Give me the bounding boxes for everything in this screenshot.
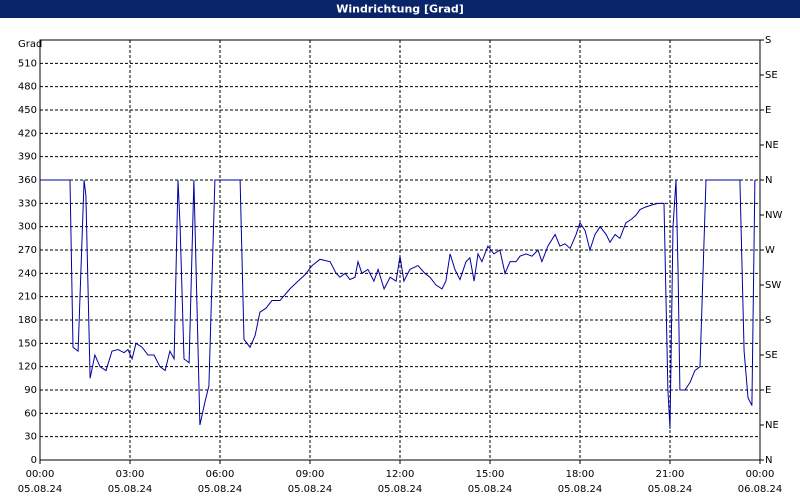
y-tick-label: 0: [31, 455, 37, 466]
y2-tick-label: NW: [765, 210, 782, 221]
x-tick-label: 00:00: [26, 469, 55, 480]
x-tick-label: 00:00: [746, 469, 775, 480]
x-tick-label: 09:00: [296, 469, 325, 480]
y-tick-label: 480: [18, 82, 37, 93]
chart-title: Windrichtung [Grad]: [336, 3, 464, 16]
y-tick-label: 120: [18, 362, 37, 373]
x-tick-label: 21:00: [656, 469, 685, 480]
y-tick-label: 240: [18, 268, 37, 279]
x-tick-label: 15:00: [476, 469, 505, 480]
y-axis-label: Grad: [18, 39, 42, 50]
y-tick-label: 450: [18, 105, 37, 116]
x-tick-date: 06.08.24: [738, 484, 783, 495]
y-tick-label: 390: [18, 152, 37, 163]
x-tick-date: 05.08.24: [198, 484, 243, 495]
x-tick-label: 12:00: [386, 469, 415, 480]
y-tick-label: 300: [18, 222, 37, 233]
y-tick-label: 210: [18, 292, 37, 303]
y-tick-label: 360: [18, 175, 37, 186]
y-tick-label: 420: [18, 128, 37, 139]
y-tick-label: 150: [18, 338, 37, 349]
y-tick-label: 270: [18, 245, 37, 256]
y-tick-label: 330: [18, 198, 37, 209]
y2-tick-label: S: [765, 35, 771, 46]
y-tick-label: 90: [24, 385, 37, 396]
y-tick-label: 30: [24, 432, 37, 443]
y2-tick-label: SW: [765, 280, 781, 291]
y2-tick-label: W: [765, 245, 775, 256]
y2-tick-label: N: [765, 455, 772, 466]
y2-tick-label: NE: [765, 420, 779, 431]
x-tick-date: 05.08.24: [558, 484, 603, 495]
y2-tick-label: SE: [765, 350, 778, 361]
y2-tick-label: S: [765, 315, 771, 326]
y2-tick-label: E: [765, 385, 771, 396]
x-tick-date: 05.08.24: [18, 484, 63, 495]
y2-tick-label: SE: [765, 70, 778, 81]
y-tick-label: 60: [24, 408, 37, 419]
title-bar: [0, 0, 800, 18]
x-tick-date: 05.08.24: [648, 484, 693, 495]
x-tick-label: 18:00: [566, 469, 595, 480]
x-tick-date: 05.08.24: [378, 484, 423, 495]
x-tick-label: 03:00: [116, 469, 145, 480]
x-tick-date: 05.08.24: [468, 484, 513, 495]
y2-tick-label: NE: [765, 140, 779, 151]
x-tick-label: 06:00: [206, 469, 235, 480]
y-tick-label: 180: [18, 315, 37, 326]
data-line: [40, 179, 756, 429]
y2-tick-label: E: [765, 105, 771, 116]
x-tick-date: 05.08.24: [288, 484, 333, 495]
plot-frame: [39, 39, 761, 461]
y-tick-label: 510: [18, 58, 37, 69]
y2-tick-label: N: [765, 175, 772, 186]
x-tick-date: 05.08.24: [108, 484, 153, 495]
